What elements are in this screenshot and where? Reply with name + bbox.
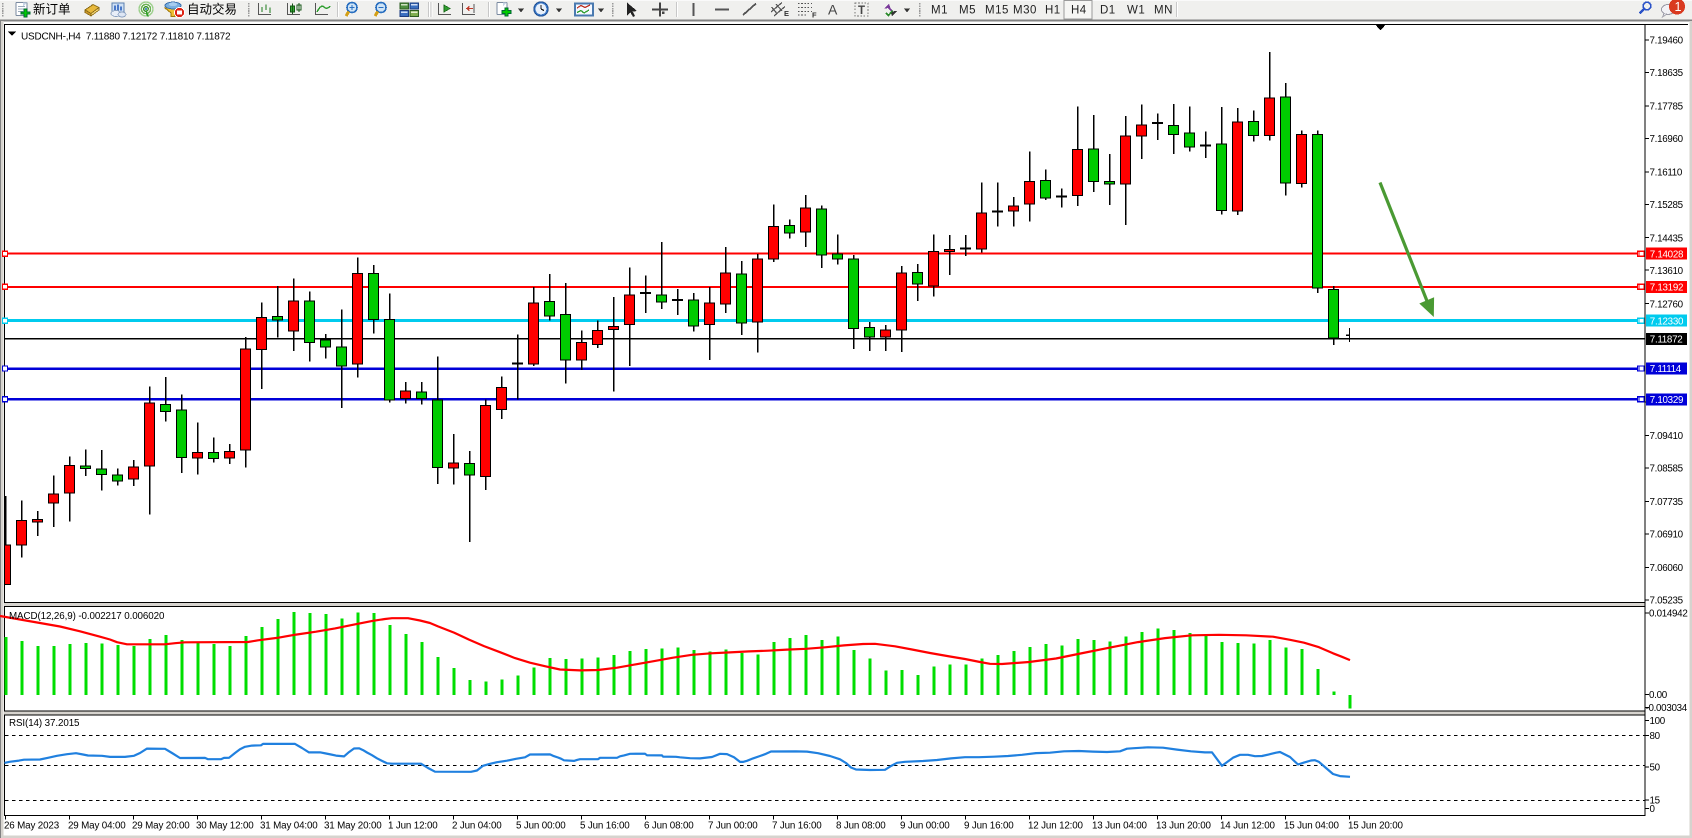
svg-text:M1: M1 <box>931 5 948 17</box>
svg-text:7.19460: 7.19460 <box>1650 36 1684 47</box>
svg-text:5 Jun 00:00: 5 Jun 00:00 <box>516 820 566 831</box>
svg-text:M5: M5 <box>959 5 976 17</box>
svg-text:13 Jun 20:00: 13 Jun 20:00 <box>1156 820 1212 831</box>
svg-text:13 Jun 04:00: 13 Jun 04:00 <box>1092 820 1148 831</box>
svg-text:T: T <box>858 5 865 17</box>
svg-text:7 Jun 00:00: 7 Jun 00:00 <box>708 820 758 831</box>
svg-text:6 Jun 08:00: 6 Jun 08:00 <box>644 820 694 831</box>
svg-text:7.10329: 7.10329 <box>1650 395 1683 406</box>
svg-text:31 May 04:00: 31 May 04:00 <box>260 820 318 831</box>
svg-text:W1: W1 <box>1127 5 1145 17</box>
svg-text:2 Jun 04:00: 2 Jun 04:00 <box>452 820 502 831</box>
svg-text:7.12330: 7.12330 <box>1650 316 1684 327</box>
svg-text:7.11114: 7.11114 <box>1650 364 1682 375</box>
svg-text:7 Jun 16:00: 7 Jun 16:00 <box>772 820 822 831</box>
svg-text:50: 50 <box>1650 763 1661 774</box>
svg-text:0.014942: 0.014942 <box>1649 609 1687 620</box>
svg-text:30 May 12:00: 30 May 12:00 <box>196 820 254 831</box>
svg-text:自动交易: 自动交易 <box>187 2 237 17</box>
svg-text:M30: M30 <box>1013 5 1037 17</box>
svg-text:12 Jun 12:00: 12 Jun 12:00 <box>1028 820 1084 831</box>
svg-text:31 May 20:00: 31 May 20:00 <box>324 820 382 831</box>
svg-text:80: 80 <box>1650 731 1661 742</box>
svg-text:7.16110: 7.16110 <box>1650 167 1683 178</box>
svg-text:29 May 20:00: 29 May 20:00 <box>132 820 190 831</box>
svg-text:7.11872: 7.11872 <box>1650 334 1683 345</box>
svg-text:7.15285: 7.15285 <box>1650 200 1684 211</box>
svg-text:7.13192: 7.13192 <box>1650 283 1683 294</box>
svg-text:A: A <box>828 2 838 18</box>
svg-text:15: 15 <box>1650 796 1661 807</box>
svg-text:7.05235: 7.05235 <box>1650 596 1684 607</box>
svg-text:7.06060: 7.06060 <box>1650 563 1684 574</box>
svg-text:H1: H1 <box>1045 5 1061 17</box>
svg-text:7.13610: 7.13610 <box>1650 266 1684 277</box>
svg-text:9 Jun 16:00: 9 Jun 16:00 <box>964 820 1014 831</box>
svg-text:100: 100 <box>1650 716 1666 727</box>
svg-text:-0.003034: -0.003034 <box>1646 703 1688 714</box>
svg-text:14 Jun 12:00: 14 Jun 12:00 <box>1220 820 1276 831</box>
svg-text:1: 1 <box>1675 0 1682 14</box>
svg-text:D1: D1 <box>1100 5 1116 17</box>
svg-text:29 May 04:00: 29 May 04:00 <box>68 820 126 831</box>
svg-text:0.00: 0.00 <box>1649 690 1668 701</box>
svg-text:7.09410: 7.09410 <box>1650 431 1684 442</box>
svg-text:9 Jun 00:00: 9 Jun 00:00 <box>900 820 950 831</box>
svg-text:新订单: 新订单 <box>33 2 71 17</box>
svg-text:5 Jun 16:00: 5 Jun 16:00 <box>580 820 630 831</box>
svg-text:M15: M15 <box>985 5 1009 17</box>
svg-text:1 Jun 12:00: 1 Jun 12:00 <box>388 820 438 831</box>
svg-text:7.06910: 7.06910 <box>1650 530 1684 541</box>
svg-text:7.14435: 7.14435 <box>1650 233 1684 244</box>
svg-text:15 Jun 20:00: 15 Jun 20:00 <box>1348 820 1404 831</box>
svg-text:8 Jun 08:00: 8 Jun 08:00 <box>836 820 886 831</box>
svg-text:15 Jun 04:00: 15 Jun 04:00 <box>1284 820 1340 831</box>
svg-text:E: E <box>784 9 789 18</box>
svg-text:H4: H4 <box>1071 5 1087 17</box>
svg-text:7.14028: 7.14028 <box>1650 249 1684 260</box>
svg-text:MACD(12,26,9) -0.002217 0.0060: MACD(12,26,9) -0.002217 0.006020 <box>9 611 165 622</box>
svg-text:7.08585: 7.08585 <box>1650 464 1684 475</box>
svg-text:7.16960: 7.16960 <box>1650 134 1684 145</box>
svg-text:7.07735: 7.07735 <box>1650 497 1684 508</box>
svg-text:RSI(14) 37.2015: RSI(14) 37.2015 <box>9 718 80 729</box>
svg-text:7.18635: 7.18635 <box>1650 68 1684 79</box>
svg-text:F: F <box>812 11 817 20</box>
svg-text:USDCNH-,H4 7.11880 7.12172 7.: USDCNH-,H4 7.11880 7.12172 7.11810 7.118… <box>21 31 231 42</box>
svg-text:0: 0 <box>1650 804 1656 815</box>
svg-text:7.17785: 7.17785 <box>1650 101 1684 112</box>
svg-text:7.12760: 7.12760 <box>1650 299 1684 310</box>
svg-text:26 May 2023: 26 May 2023 <box>4 820 60 831</box>
svg-text:MN: MN <box>1154 5 1173 17</box>
